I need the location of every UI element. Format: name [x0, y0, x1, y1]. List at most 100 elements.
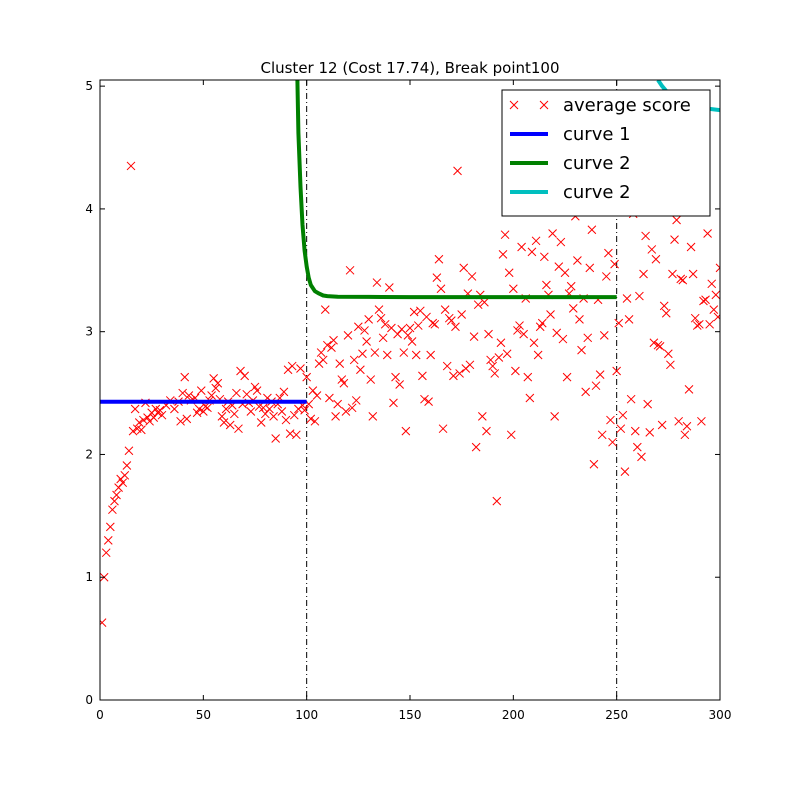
scatter-point — [170, 404, 179, 414]
scatter-point — [688, 269, 698, 279]
scatter-point — [616, 424, 626, 434]
scatter-point — [560, 268, 570, 278]
scatter-point — [626, 394, 636, 404]
scatter-point — [666, 360, 675, 370]
scatter-point — [490, 369, 500, 378]
scatter-point — [157, 410, 167, 420]
scatter-point — [384, 283, 394, 292]
scatter-point — [699, 296, 708, 306]
scatter-point — [529, 338, 539, 348]
scatter-point — [672, 215, 681, 225]
scatter-point — [395, 380, 405, 389]
scatter-point — [296, 364, 305, 373]
scatter-point — [703, 229, 712, 238]
scatter-point — [484, 329, 493, 339]
scatter-point — [601, 272, 611, 281]
scatter-point — [112, 490, 121, 500]
legend-marker — [539, 100, 549, 110]
scatter-point — [401, 426, 411, 436]
scatter-point — [252, 386, 262, 395]
scatter-point — [655, 342, 665, 351]
scatter-point — [684, 385, 694, 394]
scatter-point — [694, 319, 704, 329]
legend-label: average score — [563, 95, 691, 116]
scatter-point — [364, 315, 374, 324]
legend-label: curve 2 — [563, 153, 631, 174]
scatter-point — [289, 410, 299, 420]
legend-item: curve 2 — [510, 182, 631, 203]
scatter-point — [291, 430, 301, 440]
scatter-point — [686, 242, 696, 252]
scatter-point — [471, 442, 481, 452]
scatter-point — [432, 273, 442, 283]
series-0 — [100, 161, 720, 628]
scatter-point — [546, 310, 555, 319]
scatter-point — [393, 329, 402, 339]
scatter-point — [339, 378, 349, 388]
scatter-point — [310, 416, 320, 426]
scatter-point — [306, 414, 316, 424]
scatter-point — [213, 378, 223, 388]
scatter-point — [281, 415, 291, 425]
scatter-point — [663, 349, 673, 359]
scatter-point — [494, 353, 504, 362]
legend-marker — [509, 100, 519, 110]
scatter-point — [566, 281, 576, 291]
scatter-point — [597, 430, 607, 440]
scatter-point — [513, 326, 522, 335]
scatter-point — [211, 383, 221, 393]
scatter-point — [606, 415, 615, 425]
scatter-point — [232, 388, 241, 398]
chart-title: Cluster 12 (Cost 17.74), Break point100 — [260, 59, 559, 77]
scatter-point — [682, 421, 692, 431]
scatter-point — [353, 322, 363, 332]
x-tick-label: 150 — [399, 708, 422, 722]
scatter-point — [670, 235, 679, 244]
scatter-point — [256, 418, 266, 427]
scatter-point — [674, 416, 684, 426]
scatter-point — [234, 424, 243, 434]
scatter-point — [504, 268, 514, 278]
scatter-point — [325, 393, 334, 403]
scatter-point — [271, 434, 281, 443]
scatter-point — [418, 371, 427, 381]
scatter-point — [260, 409, 270, 419]
scatter-point — [149, 413, 159, 422]
legend-label: curve 2 — [563, 182, 631, 203]
scatter-point — [523, 372, 533, 382]
scatter-point — [651, 254, 661, 264]
scatter-point — [589, 459, 599, 469]
scatter-point — [661, 308, 671, 318]
scatter-point — [676, 274, 686, 284]
scatter-point — [128, 426, 138, 436]
scatter-point — [469, 332, 479, 341]
scatter-point — [302, 372, 312, 382]
scatter-point — [196, 386, 206, 395]
scatter-point — [246, 407, 256, 416]
scatter-point — [477, 412, 487, 421]
scatter-point — [312, 391, 322, 400]
scatter-point — [403, 331, 413, 340]
scatter-point — [591, 381, 601, 391]
scatter-point — [300, 405, 309, 415]
scatter-point — [647, 245, 657, 254]
scatter-point — [347, 403, 357, 413]
scatter-point — [320, 305, 330, 314]
scatter-point — [711, 290, 720, 300]
plot-frame — [99, 79, 721, 701]
y-tick-label: 5 — [85, 79, 93, 93]
scatter-point — [635, 291, 644, 301]
scatter-point — [657, 420, 667, 430]
scatter-point — [217, 412, 227, 421]
scatter-point — [341, 407, 351, 416]
scatter-point — [610, 259, 619, 269]
scatter-point — [465, 360, 475, 370]
scatter-point — [622, 294, 632, 303]
scatter-point — [577, 345, 586, 355]
scatter-point — [279, 387, 289, 397]
scatter-point — [368, 412, 378, 421]
scatter-point — [449, 371, 458, 381]
scatter-point — [480, 297, 489, 307]
scatter-point — [630, 426, 640, 436]
